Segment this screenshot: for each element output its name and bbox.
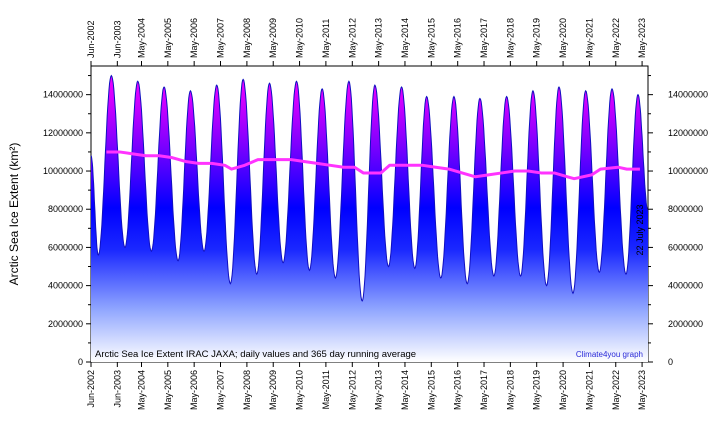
x-tick-label-top: May-2020 xyxy=(558,18,568,58)
x-tick-label-bottom: May-2007 xyxy=(215,370,225,410)
y-tick-label-left: 4000000 xyxy=(48,281,83,291)
chart-annotation: Arctic Sea Ice Extent IRAC JAXA; daily v… xyxy=(95,349,416,360)
x-tick-label-top: Jun-2002 xyxy=(86,20,96,58)
y-tick-label-right: 8000000 xyxy=(668,204,703,214)
x-tick-label-bottom: May-2016 xyxy=(453,370,463,410)
x-tick-label-top: May-2004 xyxy=(137,18,147,58)
x-tick-label-bottom: May-2017 xyxy=(479,370,489,410)
x-tick-label-top: May-2011 xyxy=(321,19,331,58)
x-tick-label-top: May-2013 xyxy=(374,18,384,58)
x-tick-label-top: May-2012 xyxy=(347,18,357,58)
y-tick-label-right: 12000000 xyxy=(668,128,708,138)
x-tick-label-bottom: May-2012 xyxy=(347,370,357,410)
x-tick-label-bottom: May-2018 xyxy=(505,370,515,410)
y-tick-label-left: 10000000 xyxy=(43,166,83,176)
x-tick-label-top: May-2018 xyxy=(505,18,515,58)
daily-values-line xyxy=(90,74,649,302)
x-tick-label-bottom: May-2006 xyxy=(189,370,199,410)
x-tick-label-bottom: May-2005 xyxy=(163,370,173,410)
x-tick-label-top: May-2015 xyxy=(426,18,436,58)
x-tick-label-bottom: May-2008 xyxy=(242,370,252,410)
y-tick-label-left: 6000000 xyxy=(48,242,83,252)
x-tick-label-top: May-2008 xyxy=(242,18,252,58)
x-tick-label-top: May-2014 xyxy=(400,18,410,58)
y-tick-label-left: 2000000 xyxy=(48,319,83,329)
x-tick-label-top: May-2006 xyxy=(189,18,199,58)
x-tick-label-bottom: May-2014 xyxy=(400,370,410,410)
x-tick-label-bottom: May-2015 xyxy=(426,370,436,410)
x-tick-label-top: May-2019 xyxy=(532,18,542,58)
x-tick-label-bottom: May-2011 xyxy=(321,370,331,409)
x-tick-label-top: May-2010 xyxy=(295,18,305,58)
date-label: 22 July 2023 xyxy=(635,204,645,255)
x-tick-label-bottom: Jun-2002 xyxy=(86,370,96,408)
x-tick-label-bottom: May-2004 xyxy=(137,370,147,410)
y-tick-label-left: 0 xyxy=(78,357,83,367)
x-tick-label-bottom: May-2023 xyxy=(637,370,647,410)
x-tick-label-bottom: May-2022 xyxy=(611,370,621,410)
x-tick-label-top: May-2023 xyxy=(637,18,647,58)
x-tick-label-bottom: May-2010 xyxy=(295,370,305,410)
y-tick-label-right: 0 xyxy=(668,357,673,367)
y-tick-label-right: 4000000 xyxy=(668,281,703,291)
credit-label: Climate4you graph xyxy=(576,350,643,359)
x-tick-label-top: May-2022 xyxy=(611,18,621,58)
y-tick-label-right: 2000000 xyxy=(668,319,703,329)
y-tick-label-left: 12000000 xyxy=(43,128,83,138)
y-tick-label-right: 6000000 xyxy=(668,242,703,252)
daily-values-area xyxy=(90,74,649,363)
x-tick-label-bottom: May-2009 xyxy=(268,370,278,410)
x-tick-label-top: May-2007 xyxy=(215,18,225,58)
x-tick-label-top: May-2016 xyxy=(453,18,463,58)
x-tick-label-bottom: Jun-2003 xyxy=(112,370,122,408)
x-tick-label-top: May-2005 xyxy=(163,18,173,58)
daily-values-fill xyxy=(91,75,648,363)
y-axis-label: Arctic Sea Ice Extent (km²) xyxy=(7,143,21,286)
running-average-line xyxy=(106,150,640,181)
x-tick-label-top: Jun-2003 xyxy=(112,20,122,58)
x-tick-label-top: May-2017 xyxy=(479,18,489,58)
y-tick-label-right: 10000000 xyxy=(668,166,708,176)
x-tick-label-top: May-2021 xyxy=(584,18,594,58)
x-tick-label-bottom: May-2019 xyxy=(532,370,542,410)
y-tick-label-left: 14000000 xyxy=(43,90,83,100)
x-tick-label-bottom: May-2013 xyxy=(374,370,384,410)
y-tick-label-left: 8000000 xyxy=(48,204,83,214)
y-tick-label-right: 14000000 xyxy=(668,90,708,100)
x-tick-label-top: May-2009 xyxy=(268,18,278,58)
x-tick-label-bottom: May-2020 xyxy=(558,370,568,410)
axes: 0 0 2000000 2000000 4000000 4000000 6000000 600… xyxy=(43,18,708,410)
running-average xyxy=(106,150,640,181)
x-tick-label-bottom: May-2021 xyxy=(584,370,594,410)
